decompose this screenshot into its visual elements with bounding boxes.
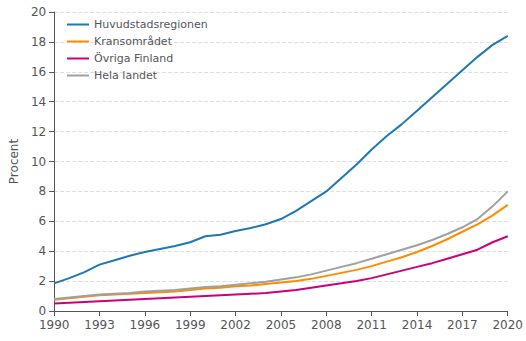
- svg-text:Huvudstadsregionen: Huvudstadsregionen: [94, 18, 208, 31]
- svg-text:2005: 2005: [266, 318, 297, 332]
- svg-text:2017: 2017: [447, 318, 478, 332]
- svg-text:Procent: Procent: [7, 139, 21, 185]
- svg-text:12: 12: [31, 125, 46, 139]
- svg-text:1999: 1999: [175, 318, 206, 332]
- svg-text:1993: 1993: [84, 318, 115, 332]
- svg-text:2: 2: [39, 274, 47, 288]
- svg-text:4: 4: [39, 244, 47, 258]
- svg-text:Övriga Finland: Övriga Finland: [94, 52, 173, 65]
- svg-text:10: 10: [31, 155, 46, 169]
- svg-text:8: 8: [39, 184, 47, 198]
- svg-text:2014: 2014: [402, 318, 433, 332]
- svg-text:Hela landet: Hela landet: [94, 69, 158, 82]
- svg-text:2008: 2008: [311, 318, 342, 332]
- svg-text:6: 6: [39, 214, 47, 228]
- svg-text:2020: 2020: [492, 318, 523, 332]
- svg-text:16: 16: [31, 65, 46, 79]
- svg-text:14: 14: [31, 95, 46, 109]
- svg-text:Kransområdet: Kransområdet: [94, 35, 173, 48]
- svg-text:0: 0: [39, 304, 47, 318]
- svg-text:1990: 1990: [39, 318, 70, 332]
- svg-text:20: 20: [31, 5, 46, 19]
- svg-text:2002: 2002: [220, 318, 251, 332]
- svg-text:18: 18: [31, 35, 46, 49]
- svg-text:1996: 1996: [130, 318, 161, 332]
- svg-text:2011: 2011: [356, 318, 387, 332]
